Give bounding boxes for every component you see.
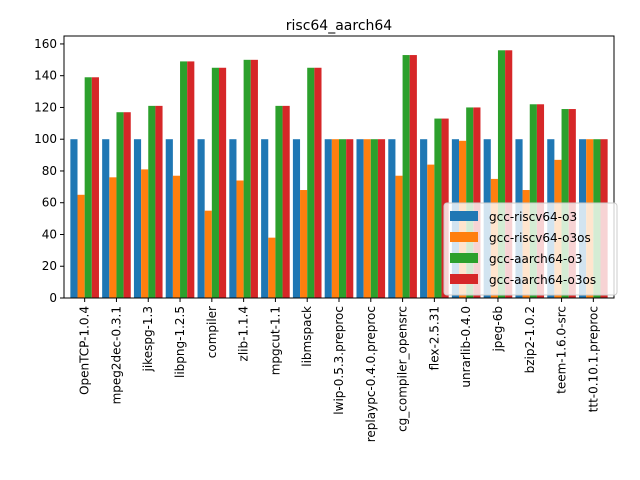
y-tick-label: 40 (42, 227, 57, 241)
bar-gcc-riscv64-o3os-cg_compiler_opensrc (395, 175, 403, 298)
bar-gcc-riscv64-o3os-replaypc-0.4.0.preproc (363, 139, 371, 298)
legend-swatch (450, 253, 478, 263)
chart-title: risc64_aarch64 (286, 18, 393, 34)
bar-gcc-aarch64-o3os-zlib-1.1.4 (250, 59, 258, 298)
bar-gcc-aarch64-o3os-libmspack (314, 67, 322, 298)
bar-gcc-aarch64-o3os-bzip2-1.0.2 (536, 104, 545, 298)
bar-gcc-aarch64-o3os-jpeg-6b (505, 50, 513, 298)
bar-gcc-aarch64-o3os-libpng-1.2.5 (187, 61, 195, 298)
bar-gcc-aarch64-o3-mpgcut-1.1 (275, 105, 283, 299)
x-tick-label: lwip-0.5.3.preproc (332, 306, 346, 415)
x-tick-label: flex-2.5.31 (427, 306, 441, 370)
bar-gcc-aarch64-o3os-replaypc-0.4.0.preproc (377, 139, 386, 298)
bar-gcc-riscv64-o3-flex-2.5.31 (420, 139, 428, 298)
bar-gcc-riscv64-o3os-compiler (204, 210, 212, 298)
bar-gcc-riscv64-o3os-libmspack (300, 190, 308, 298)
bar-gcc-riscv64-o3os-OpenTCP-1.0.4 (77, 194, 85, 298)
legend-swatch (450, 211, 478, 221)
bar-gcc-aarch64-o3-libmspack (307, 67, 315, 298)
bar-gcc-aarch64-o3os-lwip-0.5.3.preproc (346, 139, 354, 298)
bar-gcc-aarch64-o3-mpeg2dec-0.3.1 (116, 112, 124, 298)
x-tick-label: replaypc-0.4.0.preproc (364, 306, 378, 442)
x-tick-label: mpeg2dec-0.3.1 (109, 306, 123, 404)
bar-gcc-riscv64-o3-cg_compiler_opensrc (388, 139, 396, 298)
bar-gcc-riscv64-o3os-flex-2.5.31 (427, 164, 435, 298)
bar-gcc-aarch64-o3os-mpeg2dec-0.3.1 (123, 112, 131, 298)
x-tick-label: compiler (205, 306, 219, 358)
x-tick-label: unrarlib-0.4.0 (459, 306, 473, 388)
bar-gcc-riscv64-o3-mpeg2dec-0.3.1 (102, 139, 110, 298)
x-tick-label: libpng-1.2.5 (173, 306, 187, 378)
bar-gcc-aarch64-o3-jikespg-1.3 (148, 105, 156, 299)
bar-gcc-riscv64-o3os-libpng-1.2.5 (172, 175, 181, 298)
bar-gcc-aarch64-o3-compiler (211, 67, 219, 298)
bar-gcc-aarch64-o3-bzip2-1.0.2 (529, 104, 537, 298)
x-tick-label: libmspack (300, 306, 314, 367)
bar-gcc-aarch64-o3-cg_compiler_opensrc (402, 55, 410, 298)
x-tick-label: ttt-0.10.1.preproc (586, 306, 600, 412)
y-tick-label: 140 (34, 69, 57, 83)
legend: gcc-riscv64-o3 gcc-riscv64-o3os gcc-aarch6… (443, 202, 618, 296)
bar-gcc-riscv64-o3-compiler (197, 139, 205, 298)
bar-gcc-riscv64-o3-replaypc-0.4.0.preproc (356, 139, 364, 298)
bar-gcc-aarch64-o3os-mpgcut-1.1 (282, 105, 290, 299)
bar-gcc-riscv64-o3-jikespg-1.3 (133, 139, 142, 298)
bar-gcc-aarch64-o3os-jikespg-1.3 (155, 105, 163, 299)
bar-gcc-aarch64-o3-jpeg-6b (497, 50, 506, 298)
legend-label: gcc-riscv64-o3 (489, 210, 577, 224)
x-tick-label: jpeg-6b (491, 306, 505, 353)
y-tick-label: 0 (49, 291, 57, 305)
bar-gcc-riscv64-o3os-lwip-0.5.3.preproc (331, 139, 339, 298)
x-tick-label: bzip2-1.0.2 (523, 306, 537, 373)
x-tick-label: OpenTCP-1.0.4 (78, 306, 92, 395)
bar-gcc-aarch64-o3-flex-2.5.31 (434, 118, 442, 298)
x-tick-label: teem-1.6.0-src (555, 306, 569, 394)
bar-gcc-riscv64-o3os-mpgcut-1.1 (268, 237, 276, 298)
plot-frame (63, 35, 615, 299)
x-tick-label: zlib-1.1.4 (237, 306, 251, 361)
y-tick-label: 160 (34, 37, 57, 51)
x-tick-label: jikespg-1.3 (141, 306, 155, 372)
x-tick-label: mpgcut-1.1 (268, 306, 282, 375)
bar-gcc-aarch64-o3os-cg_compiler_opensrc (409, 55, 417, 298)
y-tick-label: 120 (34, 100, 57, 114)
bar-gcc-aarch64-o3-OpenTCP-1.0.4 (84, 77, 92, 298)
y-tick-label: 60 (42, 196, 57, 210)
bar-gcc-riscv64-o3-zlib-1.1.4 (229, 139, 237, 298)
legend-swatch (450, 274, 478, 284)
legend-box (443, 202, 618, 296)
y-tick-label: 80 (42, 164, 57, 178)
bar-gcc-aarch64-o3os-compiler (218, 67, 227, 298)
bar-gcc-riscv64-o3os-jikespg-1.3 (141, 169, 149, 298)
y-tick-label: 20 (42, 259, 57, 273)
legend-swatch (450, 232, 478, 242)
bar-gcc-riscv64-o3-libpng-1.2.5 (165, 139, 173, 298)
y-tick-label: 100 (34, 132, 57, 146)
bar-gcc-aarch64-o3-zlib-1.1.4 (243, 59, 251, 298)
bar-gcc-aarch64-o3-lwip-0.5.3.preproc (339, 139, 347, 298)
bar-gcc-riscv64-o3-OpenTCP-1.0.4 (70, 139, 78, 298)
bar-gcc-riscv64-o3-lwip-0.5.3.preproc (324, 139, 332, 298)
legend-label: gcc-aarch64-o3os (489, 273, 596, 287)
bar-gcc-aarch64-o3os-OpenTCP-1.0.4 (91, 77, 99, 298)
bar-gcc-riscv64-o3-mpgcut-1.1 (261, 139, 269, 298)
bar-gcc-riscv64-o3os-zlib-1.1.4 (236, 180, 244, 298)
legend-label: gcc-riscv64-o3os (489, 231, 591, 245)
y-axis: 0 20 40 60 80 100 120 140 160 (34, 37, 64, 305)
legend-label: gcc-aarch64-o3 (489, 252, 583, 266)
bar-gcc-aarch64-o3-libpng-1.2.5 (180, 61, 188, 298)
bar-gcc-aarch64-o3-replaypc-0.4.0.preproc (370, 139, 378, 298)
bar-gcc-riscv64-o3-libmspack (292, 139, 301, 298)
x-axis: OpenTCP-1.0.4 mpeg2dec-0.3.1 jikespg-1.3 li… (78, 298, 600, 442)
x-tick-label: cg_compiler_opensrc (396, 306, 410, 432)
bar-gcc-riscv64-o3os-mpeg2dec-0.3.1 (109, 177, 117, 298)
